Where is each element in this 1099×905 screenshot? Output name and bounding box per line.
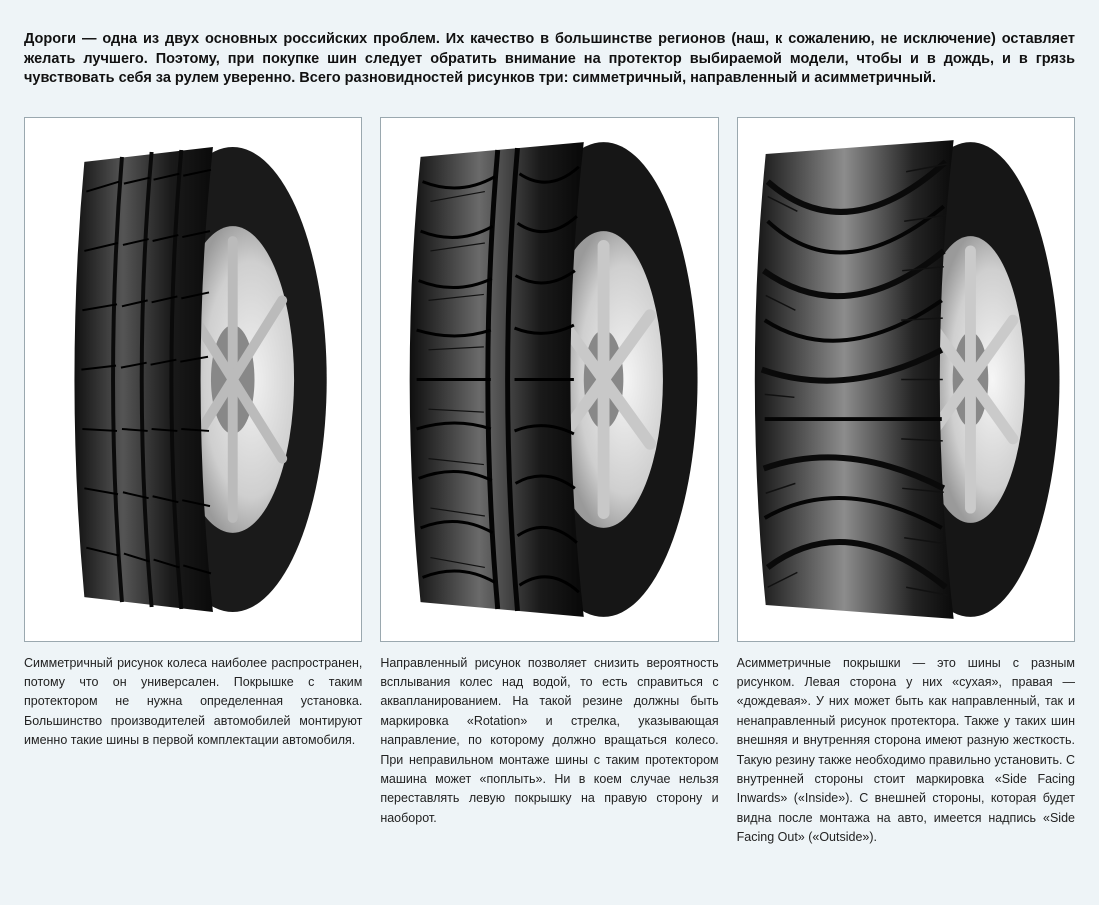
- tire-image-symmetric: [24, 117, 362, 642]
- intro-paragraph: Дороги — одна из двух основных российски…: [24, 30, 1075, 89]
- caption-asymmetric: Асимметричные покрышки — это шины с разн…: [737, 654, 1075, 848]
- tire-columns: Симметричный рисунок колеса наиболее рас…: [24, 117, 1075, 848]
- caption-symmetric: Симметричный рисунок колеса наиболее рас…: [24, 654, 362, 751]
- caption-directional: Направленный рисунок позволяет снизить в…: [380, 654, 718, 828]
- tire-column-directional: Направленный рисунок позволяет снизить в…: [380, 117, 718, 848]
- tire-column-asymmetric: Асимметричные покрышки — это шины с разн…: [737, 117, 1075, 848]
- tire-image-directional: [380, 117, 718, 642]
- tire-column-symmetric: Симметричный рисунок колеса наиболее рас…: [24, 117, 362, 848]
- tire-image-asymmetric: [737, 117, 1075, 642]
- tire-icon: [738, 118, 1074, 641]
- tire-icon: [381, 118, 717, 641]
- tire-icon: [25, 118, 361, 641]
